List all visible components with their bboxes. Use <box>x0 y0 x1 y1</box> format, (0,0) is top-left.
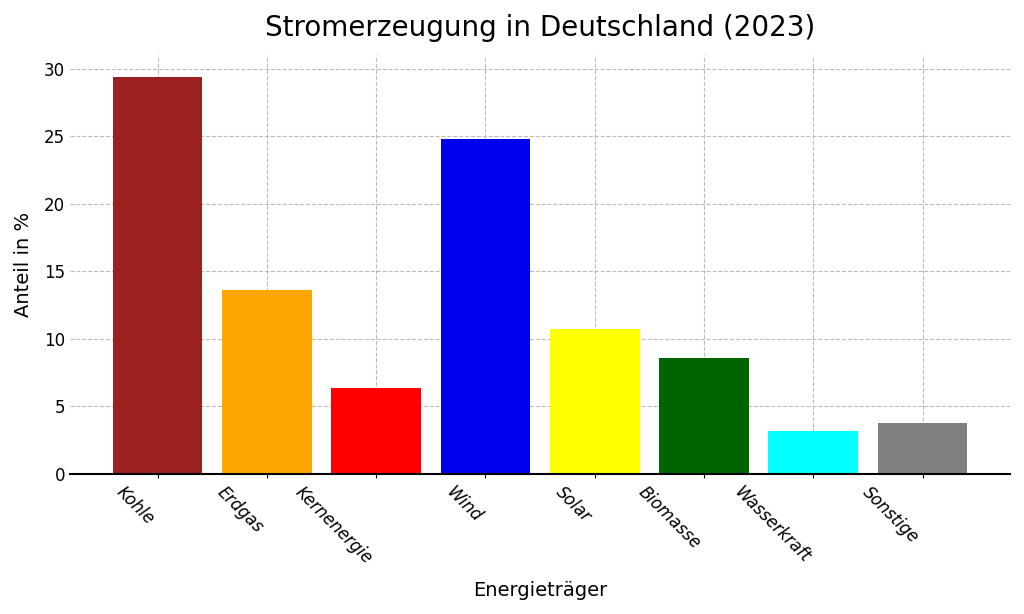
X-axis label: Energieträger: Energieträger <box>473 581 607 600</box>
Bar <box>332 387 421 474</box>
Bar <box>768 431 858 474</box>
Bar <box>440 139 530 474</box>
Bar <box>659 358 749 474</box>
Bar <box>550 330 640 474</box>
Bar <box>222 290 311 474</box>
Title: Stromerzeugung in Deutschland (2023): Stromerzeugung in Deutschland (2023) <box>265 14 815 42</box>
Bar <box>878 422 968 474</box>
Y-axis label: Anteil in %: Anteil in % <box>14 212 33 317</box>
Bar <box>113 77 203 474</box>
